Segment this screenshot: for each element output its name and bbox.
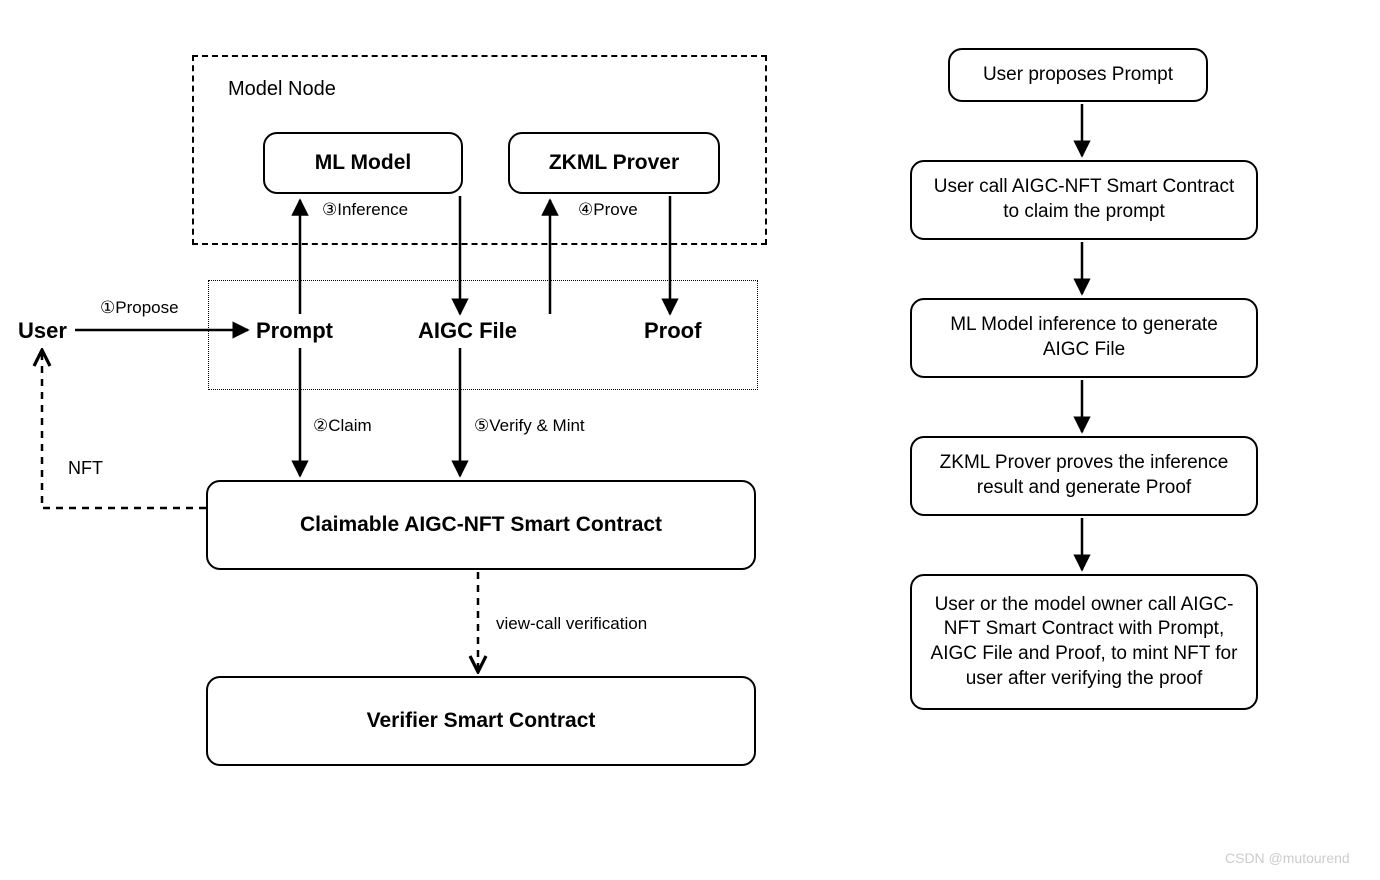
flow-step-1-text: User proposes Prompt (983, 63, 1173, 88)
prompt-label: Prompt (256, 318, 333, 344)
zkml-prover-box: ZKML Prover (508, 132, 720, 194)
flow-step-5: User or the model owner call AIGC-NFT Sm… (910, 574, 1258, 710)
flow-step-2-text: User call AIGC-NFT Smart Contract to cla… (926, 175, 1242, 224)
user-label: User (18, 318, 67, 344)
flow-step-3: ML Model inference to generate AIGC File (910, 298, 1258, 378)
proof-label: Proof (644, 318, 701, 344)
claimable-contract-box: Claimable AIGC-NFT Smart Contract (206, 480, 756, 570)
claimable-label: Claimable AIGC-NFT Smart Contract (300, 513, 662, 537)
flow-step-2: User call AIGC-NFT Smart Contract to cla… (910, 160, 1258, 240)
edge-nft: NFT (68, 458, 103, 479)
watermark: CSDN @mutourend (1225, 850, 1350, 866)
aigc-file-label: AIGC File (418, 318, 517, 344)
flow-step-4: ZKML Prover proves the inference result … (910, 436, 1258, 516)
ml-model-label: ML Model (315, 151, 411, 175)
zkml-prover-label: ZKML Prover (549, 151, 679, 175)
edge-prove: ④Prove (578, 200, 638, 220)
edge-verify-mint: ⑤Verify & Mint (474, 416, 585, 436)
flow-step-1: User proposes Prompt (948, 48, 1208, 102)
edge-viewcall: view-call verification (496, 614, 647, 634)
verifier-label: Verifier Smart Contract (367, 709, 596, 733)
model-node-title: Model Node (228, 78, 336, 101)
flow-step-3-text: ML Model inference to generate AIGC File (926, 313, 1242, 362)
flow-step-4-text: ZKML Prover proves the inference result … (926, 451, 1242, 500)
verifier-contract-box: Verifier Smart Contract (206, 676, 756, 766)
ml-model-box: ML Model (263, 132, 463, 194)
edge-propose: ①Propose (100, 298, 179, 318)
flow-step-5-text: User or the model owner call AIGC-NFT Sm… (926, 593, 1242, 692)
edge-claim: ②Claim (313, 416, 372, 436)
edge-inference: ③Inference (322, 200, 408, 220)
